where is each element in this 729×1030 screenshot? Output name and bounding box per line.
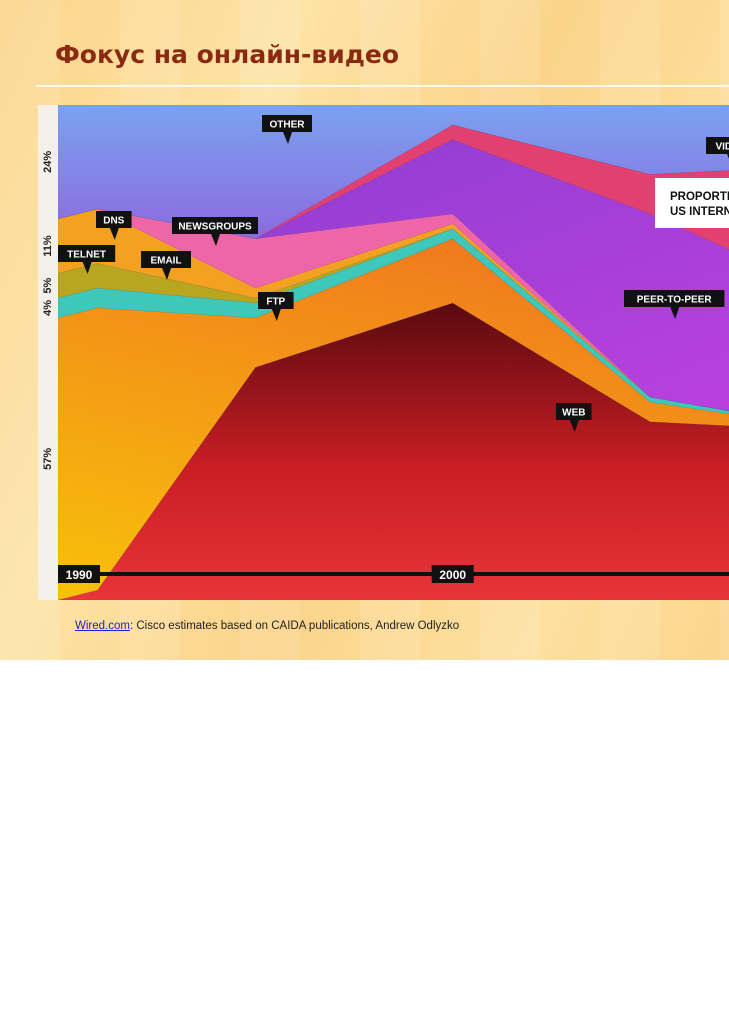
area-layers bbox=[57, 105, 729, 600]
callout-pointer bbox=[211, 234, 220, 246]
y-tick-label: 11% bbox=[42, 235, 54, 257]
inset-box-background bbox=[655, 178, 729, 228]
callout-newsgroups: NEWSGROUPS bbox=[172, 217, 258, 246]
page-title: Фокус на онлайн-видео bbox=[55, 40, 400, 69]
callout-label: NEWSGROUPS bbox=[178, 222, 252, 233]
callout-web: WEB bbox=[556, 403, 592, 432]
callout-box bbox=[556, 403, 592, 420]
callout-other: OTHER bbox=[262, 115, 312, 144]
x-tick-box bbox=[58, 565, 100, 583]
callout-label: TELNET bbox=[67, 250, 106, 261]
callout-pointer bbox=[569, 420, 579, 432]
inset-text-line: US INTERNET TRAFFIC bbox=[670, 206, 729, 218]
x-tick-labels: 1990 2000 bbox=[58, 565, 474, 583]
y-tick-label: 24% bbox=[42, 151, 54, 173]
traffic-area-chart: 1990 2000 57% 4% 5% 11% 24% PROPORTION OF US I… bbox=[38, 105, 729, 600]
callout-label: OTHER bbox=[270, 120, 306, 131]
callout-pointer bbox=[283, 132, 292, 144]
callout-label: FTP bbox=[266, 297, 285, 308]
callout-box bbox=[706, 137, 729, 154]
source-note: Wired.com: Cisco estimates based on CAID… bbox=[75, 620, 459, 632]
slide: Фокус на онлайн-видео 1990 2000 57% 4% 5% 11… bbox=[0, 0, 729, 660]
callout-box bbox=[624, 290, 725, 307]
callout-box bbox=[172, 217, 258, 234]
callout-box bbox=[96, 211, 132, 228]
callout-pointer bbox=[162, 268, 171, 280]
callout-ftp: FTP bbox=[258, 292, 294, 321]
area-other bbox=[57, 105, 729, 240]
callout-label: EMAIL bbox=[150, 256, 181, 267]
y-tick-labels: 57% 4% 5% 11% 24% bbox=[42, 151, 54, 470]
callout-box bbox=[58, 245, 116, 262]
callout-label: VIDEO bbox=[715, 142, 729, 153]
callout-label: PEER-TO-PEER bbox=[637, 295, 713, 306]
title-divider bbox=[36, 85, 729, 87]
y-axis-strip bbox=[38, 105, 58, 600]
callout-label: WEB bbox=[562, 408, 585, 419]
x-tick-label: 2000 bbox=[439, 568, 466, 582]
x-tick-label: 1990 bbox=[66, 568, 93, 582]
callout-email: EMAIL bbox=[141, 251, 191, 280]
source-link[interactable]: Wired.com bbox=[75, 620, 130, 632]
callout-box bbox=[258, 292, 294, 309]
callout-pointer bbox=[670, 307, 680, 319]
callout-label: DNS bbox=[103, 216, 124, 227]
time-axis bbox=[38, 105, 729, 600]
callout-pointer bbox=[82, 262, 92, 274]
x-tick-1990: 1990 bbox=[58, 565, 100, 583]
y-tick-label: 57% bbox=[42, 448, 54, 470]
area-ftp bbox=[57, 238, 729, 600]
source-text: : Cisco estimates based on CAIDA publica… bbox=[129, 620, 460, 632]
callout-labels: OTHER VIDEO DNS NEWSGROUPS TELNET EMAIL FTP PEE… bbox=[58, 115, 729, 432]
y-tick-label: 5% bbox=[42, 278, 54, 294]
callout-dns: DNS bbox=[96, 211, 132, 240]
callout-telnet: TELNET bbox=[58, 245, 116, 274]
callout-box bbox=[141, 251, 191, 268]
x-tick-2000: 2000 bbox=[431, 565, 474, 583]
callout-pointer bbox=[271, 309, 281, 321]
inset-box: PROPORTION OF US INTERNET TRAFFIC bbox=[655, 178, 729, 228]
y-tick-label: 4% bbox=[42, 300, 54, 316]
callout-box bbox=[262, 115, 312, 132]
callout-pointer bbox=[109, 228, 119, 240]
x-tick-box bbox=[431, 565, 474, 583]
inset-text-line: PROPORTION OF bbox=[670, 191, 729, 203]
callout-peer-to-peer: PEER-TO-PEER bbox=[624, 290, 725, 319]
